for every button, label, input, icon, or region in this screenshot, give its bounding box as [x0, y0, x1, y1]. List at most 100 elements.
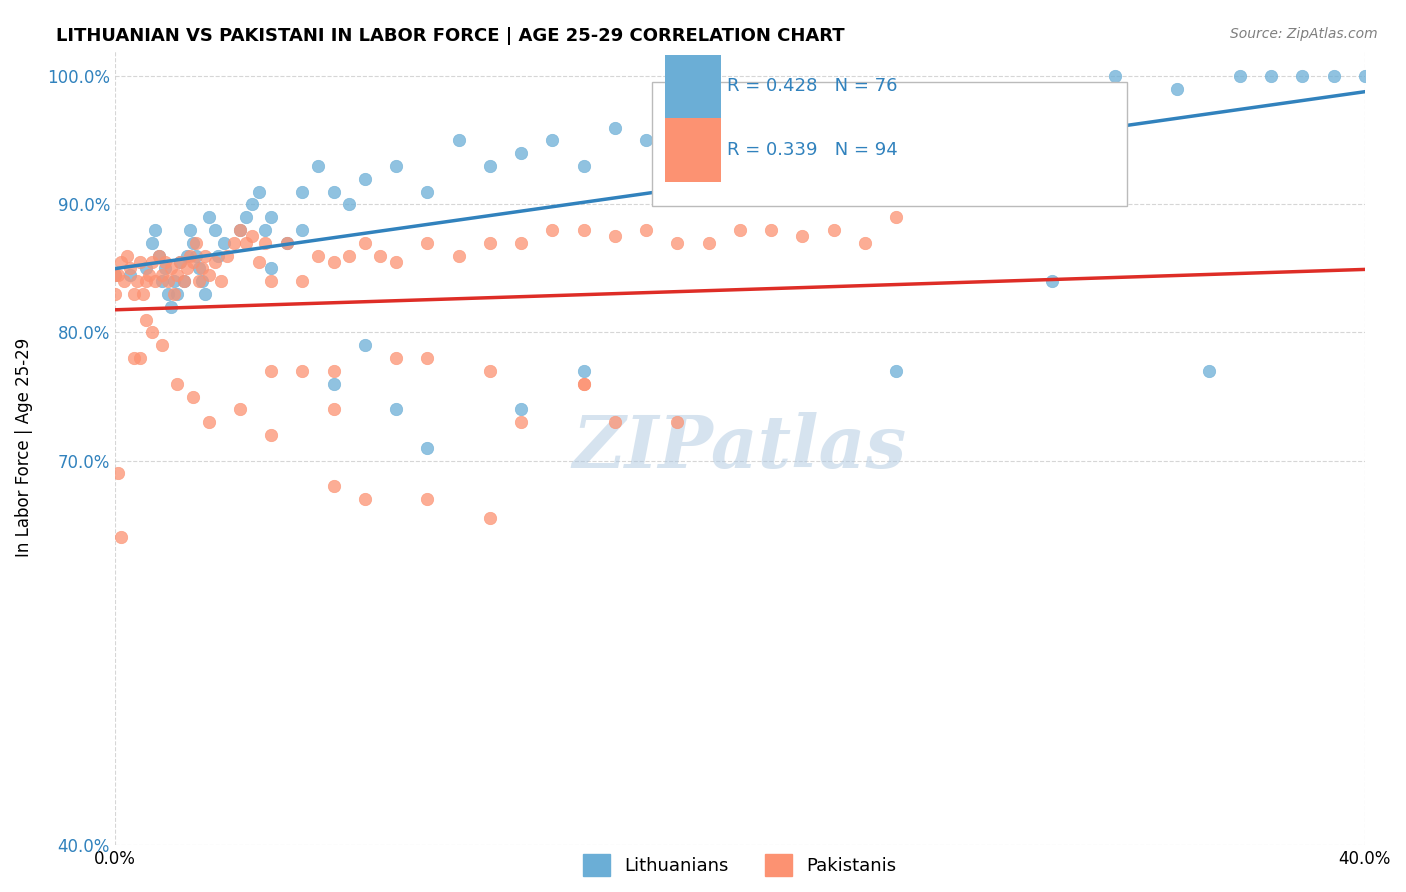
Point: [541, 223, 564, 237]
Point: [128, 351, 150, 365]
Point: [510, 402, 533, 417]
Point: [194, 249, 217, 263]
Point: [260, 428, 283, 442]
Point: [728, 223, 751, 237]
Point: [572, 364, 595, 378]
Point: [416, 235, 439, 250]
Point: [979, 108, 1001, 122]
Point: [603, 415, 626, 429]
Point: [120, 261, 142, 276]
Point: [235, 235, 257, 250]
Point: [173, 274, 195, 288]
Point: [197, 415, 219, 429]
Point: [1104, 70, 1126, 84]
Point: [1322, 70, 1344, 84]
Point: [917, 108, 939, 122]
Point: [1354, 70, 1376, 84]
Point: [104, 287, 127, 301]
FancyBboxPatch shape: [652, 82, 1128, 205]
Point: [353, 235, 375, 250]
Point: [122, 351, 145, 365]
Point: [132, 287, 155, 301]
Point: [156, 274, 179, 288]
Point: [510, 146, 533, 161]
Text: R = 0.339   N = 94: R = 0.339 N = 94: [727, 141, 898, 159]
Point: [117, 249, 139, 263]
Point: [792, 133, 814, 147]
Point: [337, 249, 360, 263]
Point: [884, 364, 907, 378]
Point: [322, 255, 344, 269]
Point: [197, 210, 219, 224]
Point: [153, 255, 176, 269]
Point: [307, 159, 329, 173]
Point: [148, 249, 170, 263]
Point: [150, 274, 173, 288]
Point: [510, 235, 533, 250]
Point: [181, 235, 204, 250]
Point: [181, 390, 204, 404]
Point: [260, 274, 283, 288]
Point: [416, 491, 439, 506]
Point: [728, 95, 751, 109]
Point: [138, 268, 160, 282]
Point: [884, 210, 907, 224]
Point: [853, 120, 876, 135]
Point: [572, 223, 595, 237]
Point: [107, 268, 129, 282]
Point: [122, 287, 145, 301]
Point: [385, 255, 408, 269]
Point: [1166, 82, 1188, 96]
Point: [291, 185, 314, 199]
Point: [541, 133, 564, 147]
Point: [478, 364, 501, 378]
Point: [634, 223, 657, 237]
Point: [247, 185, 270, 199]
Point: [166, 268, 188, 282]
Point: [179, 249, 201, 263]
Point: [572, 159, 595, 173]
Point: [385, 159, 408, 173]
Point: [416, 185, 439, 199]
Point: [385, 402, 408, 417]
Point: [353, 338, 375, 352]
Point: [307, 249, 329, 263]
Point: [240, 229, 263, 244]
Point: [207, 249, 229, 263]
Point: [184, 249, 207, 263]
Point: [884, 95, 907, 109]
Point: [823, 223, 845, 237]
Point: [229, 223, 252, 237]
Point: [385, 351, 408, 365]
Point: [153, 261, 176, 276]
Point: [1198, 364, 1220, 378]
Point: [110, 530, 132, 544]
Point: [163, 274, 186, 288]
Point: [276, 235, 298, 250]
Point: [603, 229, 626, 244]
Point: [188, 274, 211, 288]
Point: [1291, 70, 1313, 84]
Point: [247, 255, 270, 269]
Point: [166, 376, 188, 391]
Point: [135, 261, 157, 276]
Y-axis label: In Labor Force | Age 25-29: In Labor Force | Age 25-29: [15, 338, 32, 558]
Point: [125, 274, 148, 288]
Point: [104, 268, 127, 282]
Point: [194, 287, 217, 301]
Point: [322, 479, 344, 493]
Point: [759, 223, 782, 237]
Point: [176, 249, 198, 263]
Point: [197, 268, 219, 282]
Point: [150, 268, 173, 282]
Point: [853, 235, 876, 250]
Point: [229, 223, 252, 237]
Point: [697, 235, 720, 250]
Point: [191, 261, 214, 276]
Point: [229, 402, 252, 417]
Point: [666, 415, 689, 429]
Point: [212, 235, 235, 250]
Point: [1260, 70, 1282, 84]
Point: [603, 120, 626, 135]
Point: [110, 255, 132, 269]
